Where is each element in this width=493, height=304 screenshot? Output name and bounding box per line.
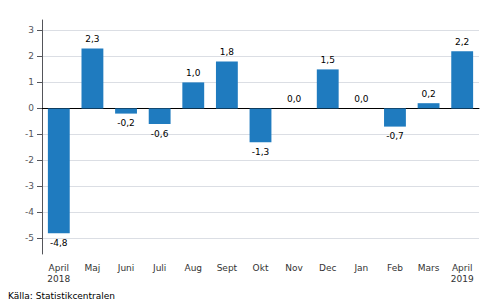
svg-text:-1: -1 [25,129,34,139]
svg-text:-3: -3 [25,181,34,191]
svg-text:1: 1 [28,77,34,87]
svg-text:2018: 2018 [47,274,70,284]
svg-text:April: April [452,263,473,273]
svg-text:Jan: Jan [353,263,368,273]
svg-text:Källa: Statistikcentralen: Källa: Statistikcentralen [8,291,115,301]
svg-text:1,5: 1,5 [321,55,335,65]
svg-text:-4: -4 [25,207,34,217]
svg-text:Dec: Dec [319,263,336,273]
svg-text:Juli: Juli [152,263,166,273]
svg-text:2019: 2019 [451,274,474,284]
svg-text:-0,7: -0,7 [386,131,404,141]
svg-text:0: 0 [28,103,34,113]
svg-text:Mars: Mars [418,263,440,273]
svg-text:0,2: 0,2 [421,89,435,99]
svg-text:-2: -2 [25,155,34,165]
svg-text:0,0: 0,0 [287,94,302,104]
svg-text:-4,8: -4,8 [50,238,68,248]
svg-text:Juni: Juni [117,263,135,273]
svg-text:0,0: 0,0 [354,94,369,104]
svg-text:Okt: Okt [253,263,269,273]
svg-text:2: 2 [28,51,34,61]
svg-text:April: April [49,263,70,273]
svg-text:-0,6: -0,6 [151,129,169,139]
svg-text:3: 3 [28,25,34,35]
svg-text:Feb: Feb [387,263,403,273]
svg-text:-1,3: -1,3 [252,147,270,157]
svg-text:-0,2: -0,2 [117,118,135,128]
svg-text:1,0: 1,0 [186,68,201,78]
svg-text:-5: -5 [25,233,34,243]
svg-text:Sept: Sept [217,263,238,273]
svg-text:2,3: 2,3 [85,34,99,44]
svg-text:1,8: 1,8 [220,47,235,57]
svg-text:Maj: Maj [85,263,101,273]
svg-text:2,2: 2,2 [455,37,469,47]
svg-text:Aug: Aug [184,263,202,273]
svg-text:Nov: Nov [285,263,303,273]
